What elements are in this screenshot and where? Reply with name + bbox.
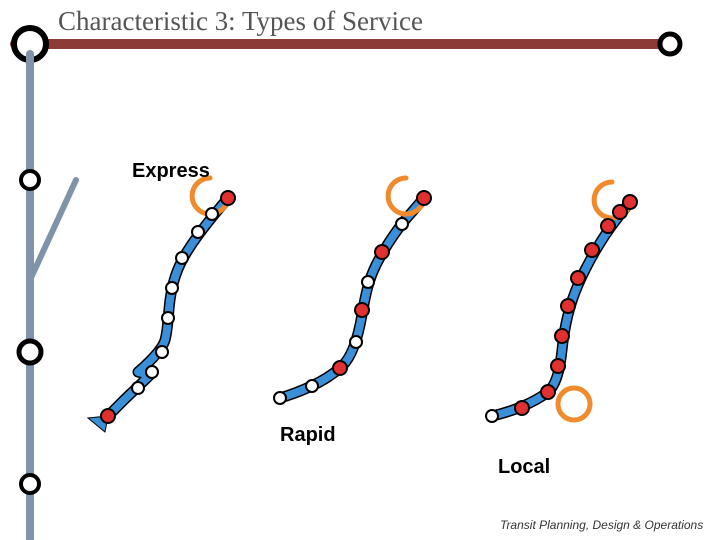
service-label-local: Local: [498, 456, 550, 479]
slide-stage: Characteristic 3: Types of Service Trans…: [0, 0, 720, 540]
slide-footer: Transit Planning, Design & Operations: [500, 518, 703, 532]
diagram-svg: [0, 0, 720, 540]
service-label-express: Express: [132, 160, 210, 183]
slide-title: Characteristic 3: Types of Service: [58, 6, 423, 37]
service-label-rapid: Rapid: [280, 424, 336, 447]
